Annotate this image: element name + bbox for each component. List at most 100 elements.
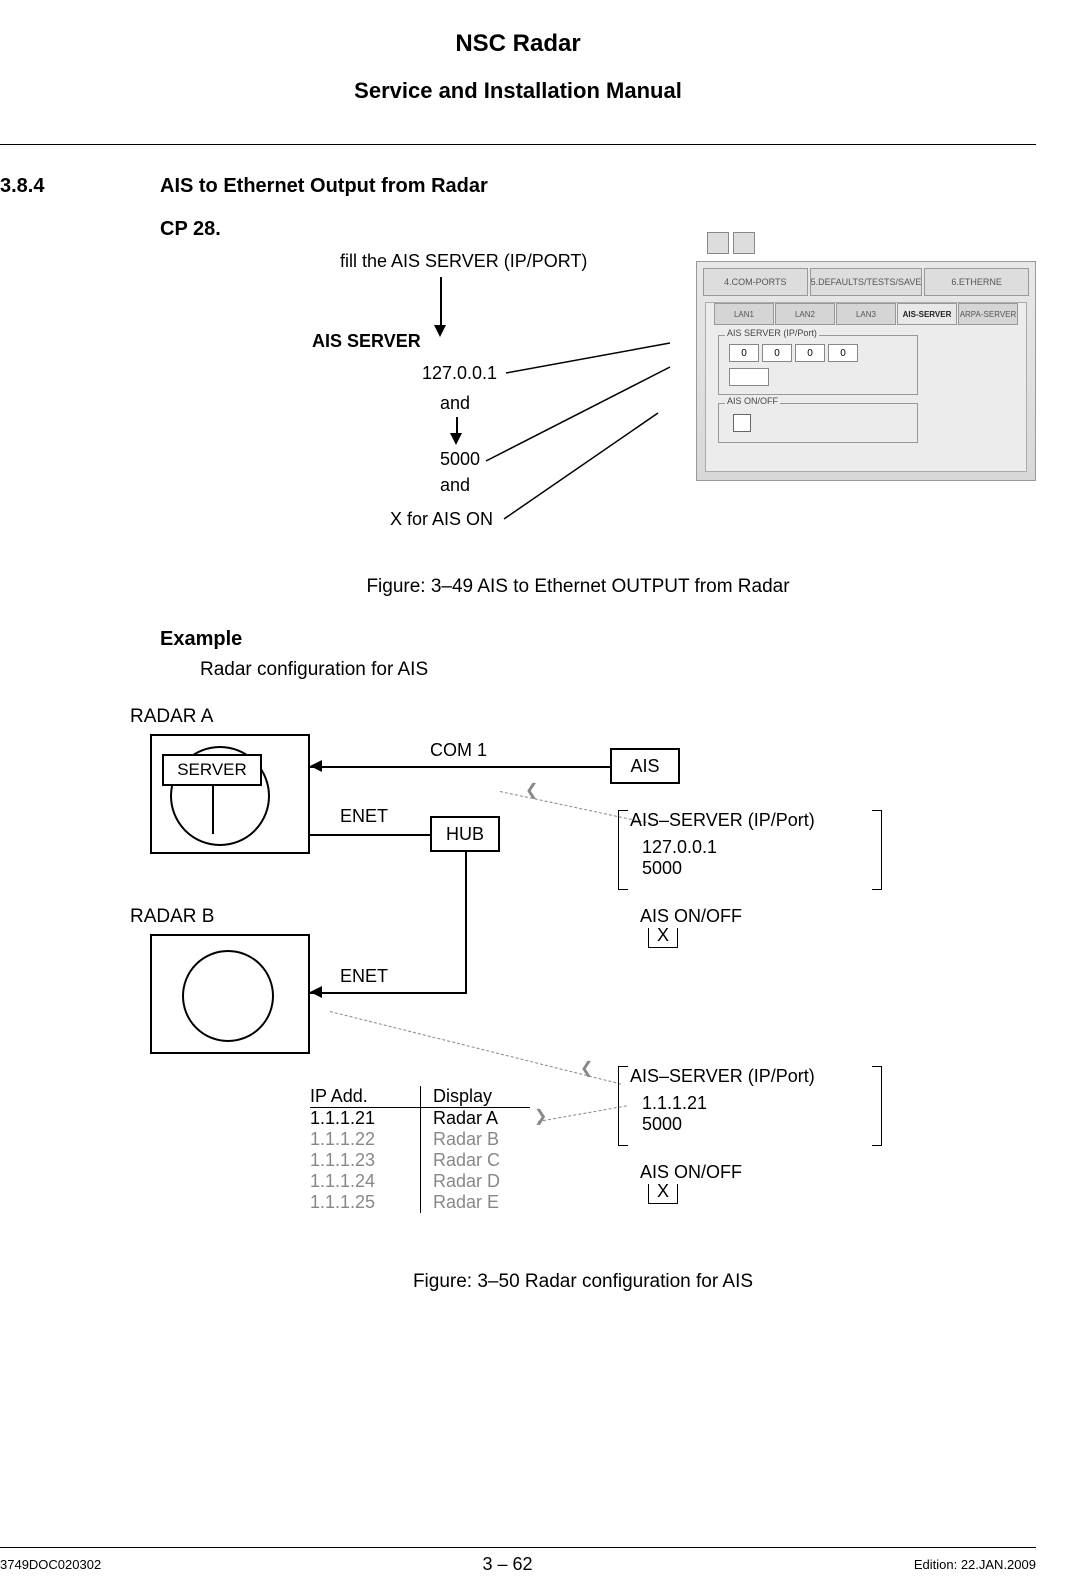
enet-label-a: ENET bbox=[340, 806, 388, 827]
fill-label: fill the AIS SERVER (IP/PORT) bbox=[340, 251, 587, 272]
arrow-head-icon bbox=[310, 986, 322, 998]
display-cell: Radar E bbox=[420, 1192, 530, 1213]
footer-right: Edition: 22.JAN.2009 bbox=[914, 1557, 1036, 1572]
open-arrow-icon: ❮ bbox=[534, 1106, 547, 1126]
tab-lan3[interactable]: LAN3 bbox=[836, 303, 896, 325]
group-label: AIS SERVER (IP/Port) bbox=[725, 328, 819, 338]
ais-server-label: AIS SERVER bbox=[312, 331, 421, 352]
block2-title: AIS–SERVER (IP/Port) bbox=[630, 1066, 870, 1087]
settings-screenshot: 4.COM-PORTS 5.DEFAULTS/TESTS/SAVE 6.ETHE… bbox=[696, 261, 1036, 481]
port-value: 5000 bbox=[440, 449, 480, 470]
tab-ais-server[interactable]: AIS-SERVER bbox=[897, 303, 957, 325]
x-on-label: X for AIS ON bbox=[390, 509, 493, 530]
block2-port: 5000 bbox=[642, 1114, 870, 1135]
block1-title: AIS–SERVER (IP/Port) bbox=[630, 810, 870, 831]
page-header: NSC Radar Service and Installation Manua… bbox=[0, 30, 1036, 104]
group-label: AIS ON/OFF bbox=[725, 396, 780, 406]
display-cell: Radar B bbox=[420, 1129, 530, 1150]
figure-2-caption: Figure: 3–50 Radar configuration for AIS bbox=[130, 1271, 1036, 1293]
tab-lan1[interactable]: LAN1 bbox=[714, 303, 774, 325]
ais-server-block-1: AIS–SERVER (IP/Port) 127.0.0.1 5000 bbox=[630, 810, 870, 890]
figure-1-caption: Figure: 3–49 AIS to Ethernet OUTPUT from… bbox=[120, 576, 1036, 598]
ip-cell: 1.1.1.25 bbox=[310, 1192, 420, 1213]
ip-cell: 1.1.1.21 bbox=[310, 1108, 420, 1129]
tab-defaults[interactable]: 5.DEFAULTS/TESTS/SAVE bbox=[810, 268, 923, 296]
section-number: 3.8.4 bbox=[0, 175, 160, 198]
open-arrow-icon: ❮ bbox=[525, 780, 538, 800]
col-display-header: Display bbox=[420, 1086, 530, 1107]
enet-line-b bbox=[310, 992, 467, 994]
port-field[interactable] bbox=[729, 368, 769, 386]
onoff-x: X bbox=[648, 928, 678, 948]
table-row: 1.1.1.21 Radar A bbox=[310, 1108, 530, 1129]
block1-port: 5000 bbox=[642, 858, 870, 879]
server-box: SERVER bbox=[162, 754, 262, 786]
onoff-label: AIS ON/OFF bbox=[640, 906, 742, 926]
server-line bbox=[212, 786, 214, 834]
open-arrow-icon: ❮ bbox=[580, 1058, 593, 1078]
table-header: IP Add. Display bbox=[310, 1086, 530, 1108]
ip-cell: 1.1.1.24 bbox=[310, 1171, 420, 1192]
and-2: and bbox=[440, 475, 470, 496]
arrow-head-icon bbox=[450, 433, 462, 445]
nav-back-icon[interactable] bbox=[707, 232, 729, 254]
footer-left: 3749DOC020302 bbox=[0, 1557, 101, 1572]
tab-ethernet[interactable]: 6.ETHERNE bbox=[924, 268, 1029, 296]
table-row: 1.1.1.25 Radar E bbox=[310, 1192, 530, 1213]
tab-arpa-server[interactable]: ARPA-SERVER bbox=[958, 303, 1018, 325]
com1-line bbox=[310, 766, 610, 768]
table-row: 1.1.1.22 Radar B bbox=[310, 1129, 530, 1150]
ip-fields: 0 0 0 0 bbox=[729, 344, 858, 362]
page-footer: 3749DOC020302 3 – 62 Edition: 22.JAN.200… bbox=[0, 1547, 1036, 1575]
doc-subtitle: Service and Installation Manual bbox=[0, 78, 1036, 104]
dashed-connector bbox=[330, 1011, 621, 1085]
enet-line-a bbox=[310, 834, 430, 836]
ip-octet-1[interactable]: 0 bbox=[729, 344, 759, 362]
nav-fwd-icon[interactable] bbox=[733, 232, 755, 254]
block2-onoff: AIS ON/OFF X bbox=[640, 1162, 742, 1204]
nav-buttons bbox=[707, 232, 755, 254]
ais-on-checkbox[interactable] bbox=[733, 414, 751, 432]
com1-label: COM 1 bbox=[430, 740, 487, 761]
dashed-connector bbox=[538, 1105, 627, 1122]
ip-octet-4[interactable]: 0 bbox=[828, 344, 858, 362]
display-cell: Radar D bbox=[420, 1171, 530, 1192]
arrow-line bbox=[440, 277, 442, 327]
top-tabs: 4.COM-PORTS 5.DEFAULTS/TESTS/SAVE 6.ETHE… bbox=[703, 268, 1029, 296]
tab-lan2[interactable]: LAN2 bbox=[775, 303, 835, 325]
ip-cell: 1.1.1.23 bbox=[310, 1150, 420, 1171]
sub-tabs: LAN1 LAN2 LAN3 AIS-SERVER ARPA-SERVER bbox=[714, 303, 1018, 325]
section-title: AIS to Ethernet Output from Radar bbox=[160, 175, 488, 198]
radar-b-box bbox=[150, 934, 310, 1054]
ais-server-group: AIS SERVER (IP/Port) 0 0 0 0 bbox=[718, 335, 918, 395]
ip-octet-3[interactable]: 0 bbox=[795, 344, 825, 362]
doc-title: NSC Radar bbox=[0, 30, 1036, 58]
tab-comports[interactable]: 4.COM-PORTS bbox=[703, 268, 808, 296]
ais-server-block-2: AIS–SERVER (IP/Port) 1.1.1.21 5000 bbox=[630, 1066, 870, 1146]
block1-ip: 127.0.0.1 bbox=[642, 837, 870, 858]
ip-cell: 1.1.1.22 bbox=[310, 1129, 420, 1150]
radar-b-circle-icon bbox=[182, 950, 274, 1042]
arrow-head-icon bbox=[434, 325, 446, 337]
enet-label-b: ENET bbox=[340, 966, 388, 987]
arrow-head-icon bbox=[310, 760, 322, 772]
ais-node: AIS bbox=[610, 748, 680, 784]
display-cell: Radar A bbox=[420, 1108, 530, 1129]
and-1: and bbox=[440, 393, 470, 414]
radar-a-box bbox=[150, 734, 310, 854]
figure-1: fill the AIS SERVER (IP/PORT) AIS SERVER… bbox=[160, 251, 1036, 571]
section-heading: 3.8.4 AIS to Ethernet Output from Radar bbox=[0, 175, 1036, 198]
bracket-left-icon bbox=[618, 810, 628, 890]
footer-page-number: 3 – 62 bbox=[483, 1554, 533, 1575]
ip-table: IP Add. Display 1.1.1.21 Radar A 1.1.1.2… bbox=[310, 1086, 530, 1213]
table-row: 1.1.1.23 Radar C bbox=[310, 1150, 530, 1171]
screenshot-panel: LAN1 LAN2 LAN3 AIS-SERVER ARPA-SERVER AI… bbox=[705, 302, 1027, 472]
ip-value: 127.0.0.1 bbox=[422, 363, 497, 384]
onoff-x: X bbox=[648, 1184, 678, 1204]
ais-onoff-group: AIS ON/OFF bbox=[718, 403, 918, 443]
example-heading: Example bbox=[160, 628, 1036, 651]
col-ip-header: IP Add. bbox=[310, 1086, 420, 1107]
radar-b-label: RADAR B bbox=[130, 906, 214, 928]
bracket-right-icon bbox=[872, 1066, 882, 1146]
ip-octet-2[interactable]: 0 bbox=[762, 344, 792, 362]
